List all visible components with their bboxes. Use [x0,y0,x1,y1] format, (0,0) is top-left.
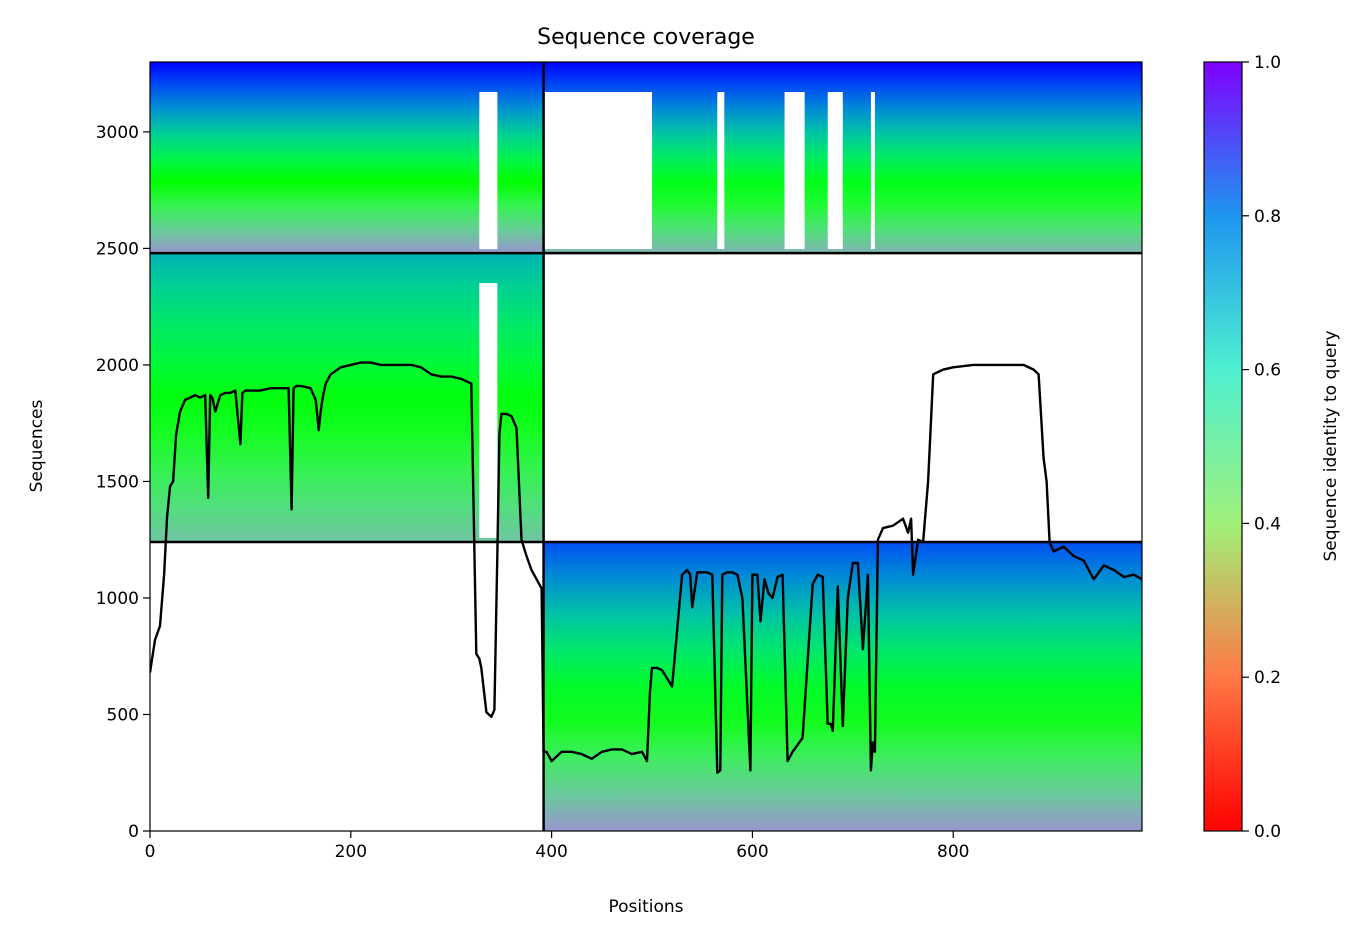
colorbar-tick-label-4: 0.8 [1254,207,1281,227]
x-tick-label-0: 0 [145,842,156,862]
block-left-top [150,62,544,254]
plot-frame [149,61,1143,832]
x-tick-label-400: 400 [535,842,567,862]
block-right-bottom [543,542,1142,831]
y-tick-label-500: 500 [107,705,139,725]
colorbar-label: Sequence identity to query [1321,330,1341,561]
coverage-line [150,361,1142,774]
x-axis-label: Positions [608,897,683,917]
colorbar-tick-label-5: 1.0 [1254,53,1281,73]
colorbar-tick-label-1: 0.2 [1254,668,1281,688]
colorbar-tick-label-3: 0.6 [1254,361,1281,381]
block-right-top-gap-2 [784,92,805,250]
colorbar-tick-label-0: 0.0 [1254,822,1281,842]
x-tick-label-200: 200 [335,842,367,862]
y-tick-label-0: 0 [128,822,139,842]
y-axis-label: Sequences [27,400,47,493]
chart-title: Sequence coverage [537,25,755,50]
colorbar [1203,61,1243,832]
y-tick-label-1000: 1000 [96,589,139,609]
block-right-top-gap-4 [870,92,875,250]
y-tick-label-2500: 2500 [96,239,139,259]
block-left-mid-gap-0 [479,283,498,539]
block-left-mid [150,253,544,543]
block-right-top-gap-1 [717,92,725,250]
y-tick-label-1500: 1500 [96,472,139,492]
colorbar-tick-label-2: 0.4 [1254,514,1281,534]
y-tick-label-3000: 3000 [96,123,139,143]
x-tick-label-600: 600 [736,842,768,862]
x-tick-label-800: 800 [937,842,969,862]
y-tick-label-2000: 2000 [96,356,139,376]
block-right-top-gap-0 [543,92,653,250]
block-left-top-gap-0 [479,92,498,250]
block-right-top-gap-3 [827,92,843,250]
